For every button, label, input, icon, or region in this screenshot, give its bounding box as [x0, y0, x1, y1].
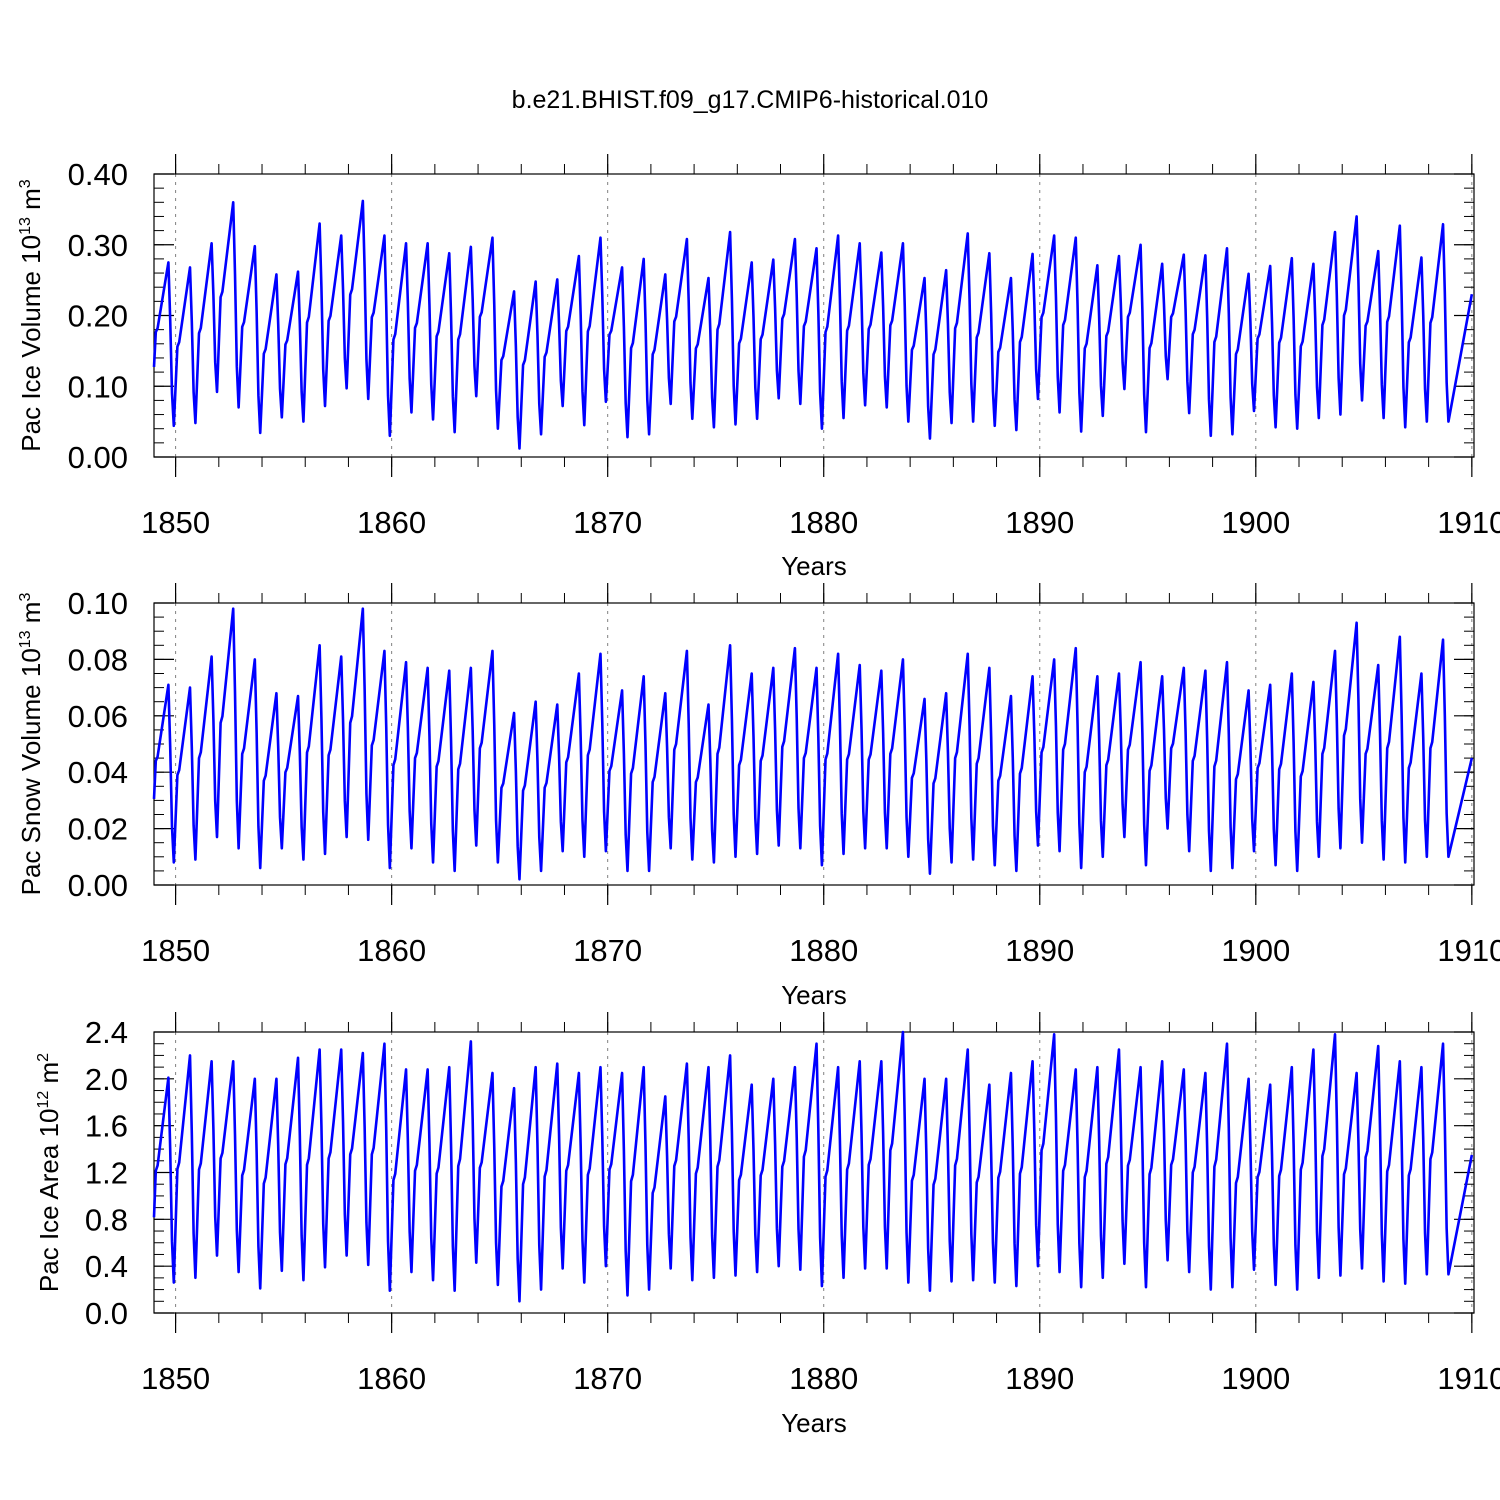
y-tick-label: 1.6 [85, 1109, 128, 1144]
y-tick-label: 0.40 [68, 157, 128, 192]
x-tick-label: 1900 [1221, 1361, 1290, 1396]
x-tick-label: 1850 [141, 1361, 210, 1396]
x-tick-label: 1880 [789, 933, 858, 968]
y-tick-label: 0.4 [85, 1249, 128, 1284]
y-tick-label: 0.04 [68, 755, 128, 790]
x-tick-label: 1890 [1005, 1361, 1074, 1396]
x-tick-label: 1880 [789, 1361, 858, 1396]
series-line [152, 199, 1474, 450]
x-tick-label: 1870 [573, 1361, 642, 1396]
y-tick-label: 0.10 [68, 369, 128, 404]
x-tick-label: 1890 [1005, 933, 1074, 968]
y-tick-label: 2.4 [85, 1015, 128, 1050]
panel-2: 0.00 0.02 0.04 0.06 0.08 0.10 1850 1860 1870 1880… [16, 583, 1500, 1010]
y-tick-label: 0.0 [85, 1296, 128, 1331]
y-tick-label: 1.2 [85, 1156, 128, 1191]
y-tick-label: 2.0 [85, 1062, 128, 1097]
x-tick-label: 1900 [1221, 933, 1290, 968]
y-tick-label: 0.02 [68, 812, 128, 847]
x-axis-label: Years [781, 551, 847, 581]
y-axis-label: Pac Ice Area 1012 m2 [34, 1053, 64, 1292]
y-axis-label: Pac Ice Volume 1013 m3 [16, 179, 46, 452]
panel-3: 0.0 0.4 0.8 1.2 1.6 2.0 2.4 1850 1860 1870 1880 189… [34, 1012, 1500, 1438]
x-tick-label: 1910 [1437, 1361, 1500, 1396]
x-tick-label: 1870 [573, 933, 642, 968]
x-tick-label: 1850 [141, 933, 210, 968]
y-tick-label: 0.08 [68, 642, 128, 677]
y-tick-label: 0.00 [68, 868, 128, 903]
y-tick-label: 0.20 [68, 299, 128, 334]
x-axis-label: Years [781, 980, 847, 1010]
x-tick-label: 1880 [789, 505, 858, 540]
x-tick-label: 1900 [1221, 505, 1290, 540]
x-tick-label: 1870 [573, 505, 642, 540]
x-tick-label: 1850 [141, 505, 210, 540]
y-tick-label: 0.30 [68, 228, 128, 263]
series-line [152, 607, 1474, 881]
y-tick-label: 0.10 [68, 586, 128, 621]
y-tick-label: 0.8 [85, 1202, 128, 1237]
x-tick-label: 1910 [1437, 933, 1500, 968]
x-tick-label: 1860 [357, 505, 426, 540]
x-axis-label: Years [781, 1408, 847, 1438]
x-tick-label: 1910 [1437, 505, 1500, 540]
y-tick-label: 0.00 [68, 440, 128, 475]
series-line [152, 1030, 1474, 1303]
x-tick-label: 1860 [357, 933, 426, 968]
y-tick-label: 0.06 [68, 699, 128, 734]
x-tick-label: 1860 [357, 1361, 426, 1396]
y-axis-label: Pac Snow Volume 1013 m3 [16, 593, 46, 896]
x-tick-label: 1890 [1005, 505, 1074, 540]
chart-title: b.e21.BHIST.f09_g17.CMIP6-historical.010 [511, 86, 989, 114]
panel-1: 0.00 0.10 0.20 0.30 0.40 1850 1860 1870 1880 1890… [16, 154, 1500, 581]
